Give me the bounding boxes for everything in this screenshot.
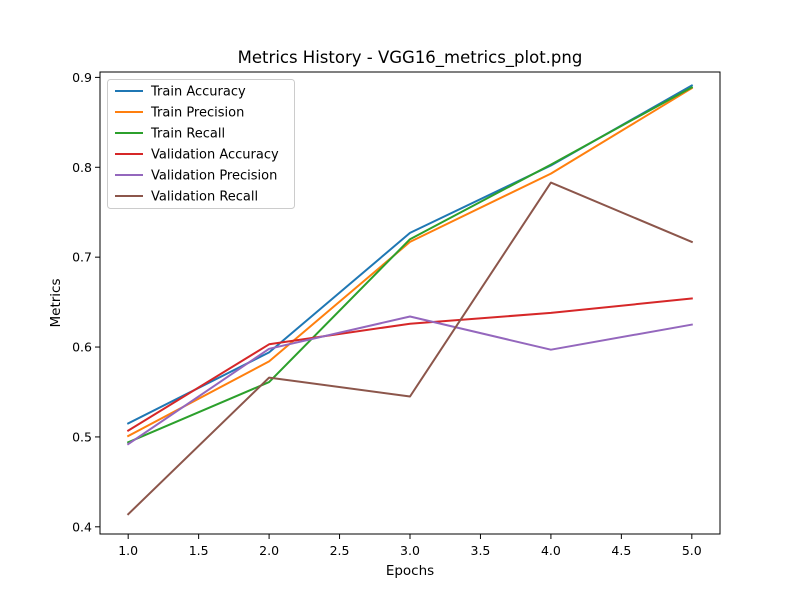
- y-axis-ticks: 0.4 0.5 0.6 0.7 0.8 0.9: [72, 70, 100, 534]
- legend-frame: [107, 79, 295, 209]
- x-tick-label: 4.0: [541, 543, 561, 558]
- y-tick-label: 0.6: [72, 340, 92, 355]
- legend-label: Train Recall: [150, 127, 225, 142]
- legend: Train Accuracy Train Precision Train Recal…: [107, 79, 295, 209]
- x-tick-label: 3.5: [471, 543, 491, 558]
- y-tick-label: 0.5: [72, 429, 92, 444]
- legend-label: Validation Accuracy: [151, 148, 279, 163]
- x-tick-label: 5.0: [682, 543, 702, 558]
- x-axis-label: Epochs: [386, 563, 434, 579]
- series-line-5: [126, 181, 694, 516]
- x-tick-label: 3.0: [400, 543, 420, 558]
- x-tick-label: 1.0: [118, 543, 138, 558]
- plot-area: 1.0 1.5 2.0 2.5 3.0 3.5 4.0 4.5 5.0 0.4 0.5 0.6 0.7…: [72, 70, 721, 558]
- legend-label: Validation Recall: [151, 190, 258, 205]
- x-tick-label: 2.5: [330, 543, 350, 558]
- x-axis-ticks: 1.0 1.5 2.0 2.5 3.0 3.5 4.0 4.5 5.0: [118, 534, 702, 558]
- series-line-4: [126, 315, 693, 446]
- series-line-1: [126, 86, 694, 438]
- legend-items: Train Accuracy Train Precision Train Recal…: [115, 85, 279, 205]
- x-tick-label: 2.0: [259, 543, 279, 558]
- y-tick-label: 0.9: [72, 70, 92, 85]
- y-tick-label: 0.8: [72, 160, 92, 175]
- y-axis-label: Metrics: [48, 278, 64, 327]
- legend-label: Validation Precision: [151, 169, 277, 184]
- series-lines: [126, 84, 694, 516]
- y-tick-label: 0.7: [72, 250, 92, 265]
- legend-label: Train Accuracy: [150, 85, 246, 100]
- x-tick-label: 1.5: [189, 543, 209, 558]
- y-tick-label: 0.4: [72, 519, 92, 534]
- chart-title: Metrics History - VGG16_metrics_plot.png: [238, 48, 583, 68]
- legend-label: Train Precision: [150, 106, 244, 121]
- x-tick-label: 4.5: [611, 543, 631, 558]
- series-line-3: [126, 297, 693, 432]
- series-line-2: [126, 85, 694, 444]
